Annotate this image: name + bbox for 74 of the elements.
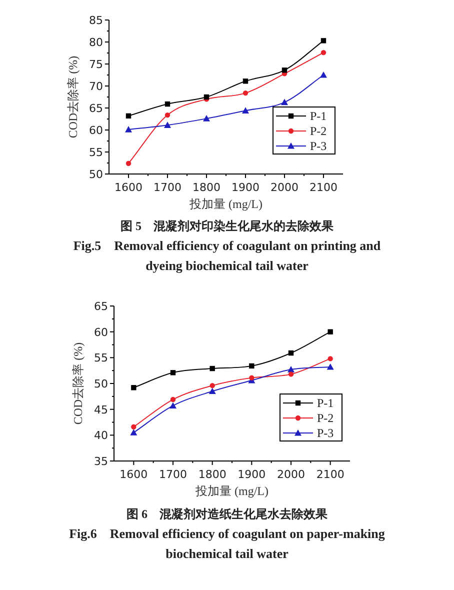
y-tick-label: 65 [89,102,103,115]
point [131,385,136,390]
point [320,38,326,44]
y-tick-label: 55 [94,352,108,365]
point [326,363,334,370]
y-tick-label: 55 [89,146,103,159]
text: 图 5 混凝剂对印染生化尾水的去除效果 [120,219,334,233]
x-tick-label: 2000 [277,468,305,481]
point [282,68,288,73]
point [208,388,216,394]
legend-label: P-2 [317,411,334,425]
x-tick-label: 1900 [238,468,266,481]
point [164,122,171,128]
point [242,90,248,96]
y-tick-label: 70 [89,80,103,93]
point [126,113,132,119]
point [204,94,210,100]
point [210,366,215,372]
text: Fig.6 Removal efficiency of coagulant on paper-making biochemical tail water [69,526,386,561]
x-axis-title: 投加量 (mg/L) [194,484,268,498]
x-axis-title: 投加量 (mg/L) [188,197,262,211]
y-tick-label: 50 [94,378,108,390]
point [170,402,176,409]
x-tick-label: 1900 [232,181,260,194]
y-tick-label: 75 [89,58,103,71]
legend-label: P-1 [310,109,327,123]
point [131,424,136,430]
point [130,429,138,436]
y-tick-label: 60 [94,326,108,339]
x-tick-label: 2100 [310,181,338,194]
point [170,396,176,402]
text: Fig.5 Removal efficiency of coagulant on printing and dyeing biochemical tail water [73,238,382,273]
legend-label: P-2 [310,124,327,138]
x-tick-label: 1800 [192,181,220,194]
x-tick-label: 1600 [114,181,142,194]
point [288,372,294,377]
point [249,375,254,380]
point [320,50,326,56]
point [164,101,170,107]
point [249,363,254,369]
y-tick-label: 50 [89,168,103,181]
point [203,115,210,122]
point [125,126,132,132]
point [288,366,294,372]
point [281,98,288,106]
point [328,356,333,362]
y-tick-label: 35 [94,455,108,468]
y-tick-label: 80 [89,36,103,49]
y-tick-label: 65 [94,300,108,313]
point [126,160,132,166]
point [320,72,327,78]
point [170,370,176,376]
point [242,107,249,114]
y-tick-label: 40 [94,429,108,442]
point [210,382,215,388]
y-axis-title: COD去除率 (%) [66,56,80,138]
x-tick-label: 1600 [120,468,148,481]
y-tick-label: 85 [89,14,103,27]
x-tick-label: 1700 [154,181,182,194]
y-tick-label: 60 [89,124,103,137]
point [328,329,333,334]
x-tick-label: 1700 [159,468,187,481]
y-axis-title: COD去除率 (%) [71,342,85,425]
x-tick-label: 2000 [270,181,298,194]
point [164,112,170,118]
y-tick-label: 45 [94,403,108,416]
x-tick-label: 1800 [198,468,226,481]
legend-label: P-3 [317,426,334,440]
text: 图 6 混凝剂对造纸生化尾水去除效果 [126,507,328,521]
point [288,350,294,356]
legend-label: P-1 [317,396,334,410]
x-tick-label: 2100 [316,468,344,481]
point [242,78,248,84]
legend-label: P-3 [310,139,327,153]
